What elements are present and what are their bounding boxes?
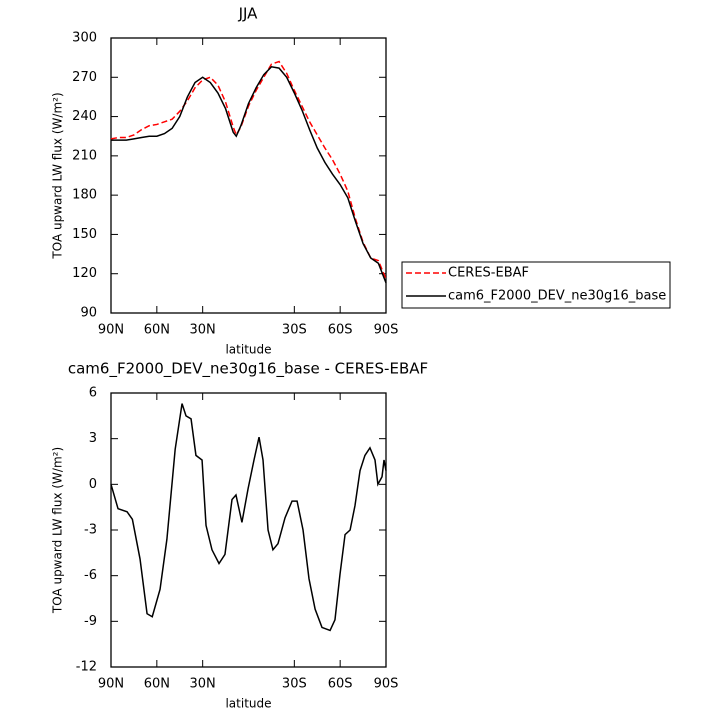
y-tick-label: 0 xyxy=(89,477,97,492)
x-tick-label: 90S xyxy=(374,323,399,338)
y-tick-label: 6 xyxy=(89,386,97,401)
y-tick-label: 150 xyxy=(72,227,97,242)
x-tick-label: 30N xyxy=(190,323,216,338)
x-tick-label: 60N xyxy=(144,323,170,338)
plot-frame xyxy=(110,37,387,314)
x-tick-label: 90S xyxy=(374,677,399,692)
data-line xyxy=(111,66,387,284)
data-line xyxy=(110,403,387,632)
legend-label: cam6_F2000_DEV_ne30g16_base xyxy=(448,289,666,304)
plot-frame xyxy=(110,392,387,668)
y-tick-label: 90 xyxy=(80,306,97,321)
chart-title: JJA xyxy=(238,5,259,23)
x-axis-label: latitude xyxy=(225,343,271,357)
data-line xyxy=(110,60,387,280)
x-tick-label: 90N xyxy=(98,323,124,338)
y-axis-label: TOA upward LW flux (W/m²) xyxy=(51,447,65,614)
x-tick-label: 30S xyxy=(282,677,307,692)
x-tick-label: 90N xyxy=(98,677,124,692)
x-axis-label: latitude xyxy=(225,697,271,711)
y-tick-label: -12 xyxy=(76,660,97,675)
y-tick-label: 300 xyxy=(72,31,97,46)
legend-label: CERES-EBAF xyxy=(448,266,529,281)
y-tick-label: 180 xyxy=(72,188,97,203)
y-axis-label: TOA upward LW flux (W/m²) xyxy=(51,92,65,259)
y-tick-label: 240 xyxy=(72,109,97,124)
y-tick-label: 270 xyxy=(72,70,97,85)
y-tick-label: 120 xyxy=(72,266,97,281)
y-tick-label: 3 xyxy=(89,431,97,446)
y-tick-label: -3 xyxy=(84,523,97,538)
x-tick-label: 60N xyxy=(144,677,170,692)
y-tick-label: -9 xyxy=(84,614,97,629)
x-tick-label: 60S xyxy=(328,323,353,338)
y-tick-label: -6 xyxy=(84,568,97,583)
legend-box xyxy=(401,261,671,309)
y-tick-label: 210 xyxy=(72,148,97,163)
x-tick-label: 60S xyxy=(328,677,353,692)
chart-title: cam6_F2000_DEV_ne30g16_base - CERES-EBAF xyxy=(68,360,428,379)
x-tick-label: 30S xyxy=(282,323,307,338)
x-tick-label: 30N xyxy=(190,677,216,692)
